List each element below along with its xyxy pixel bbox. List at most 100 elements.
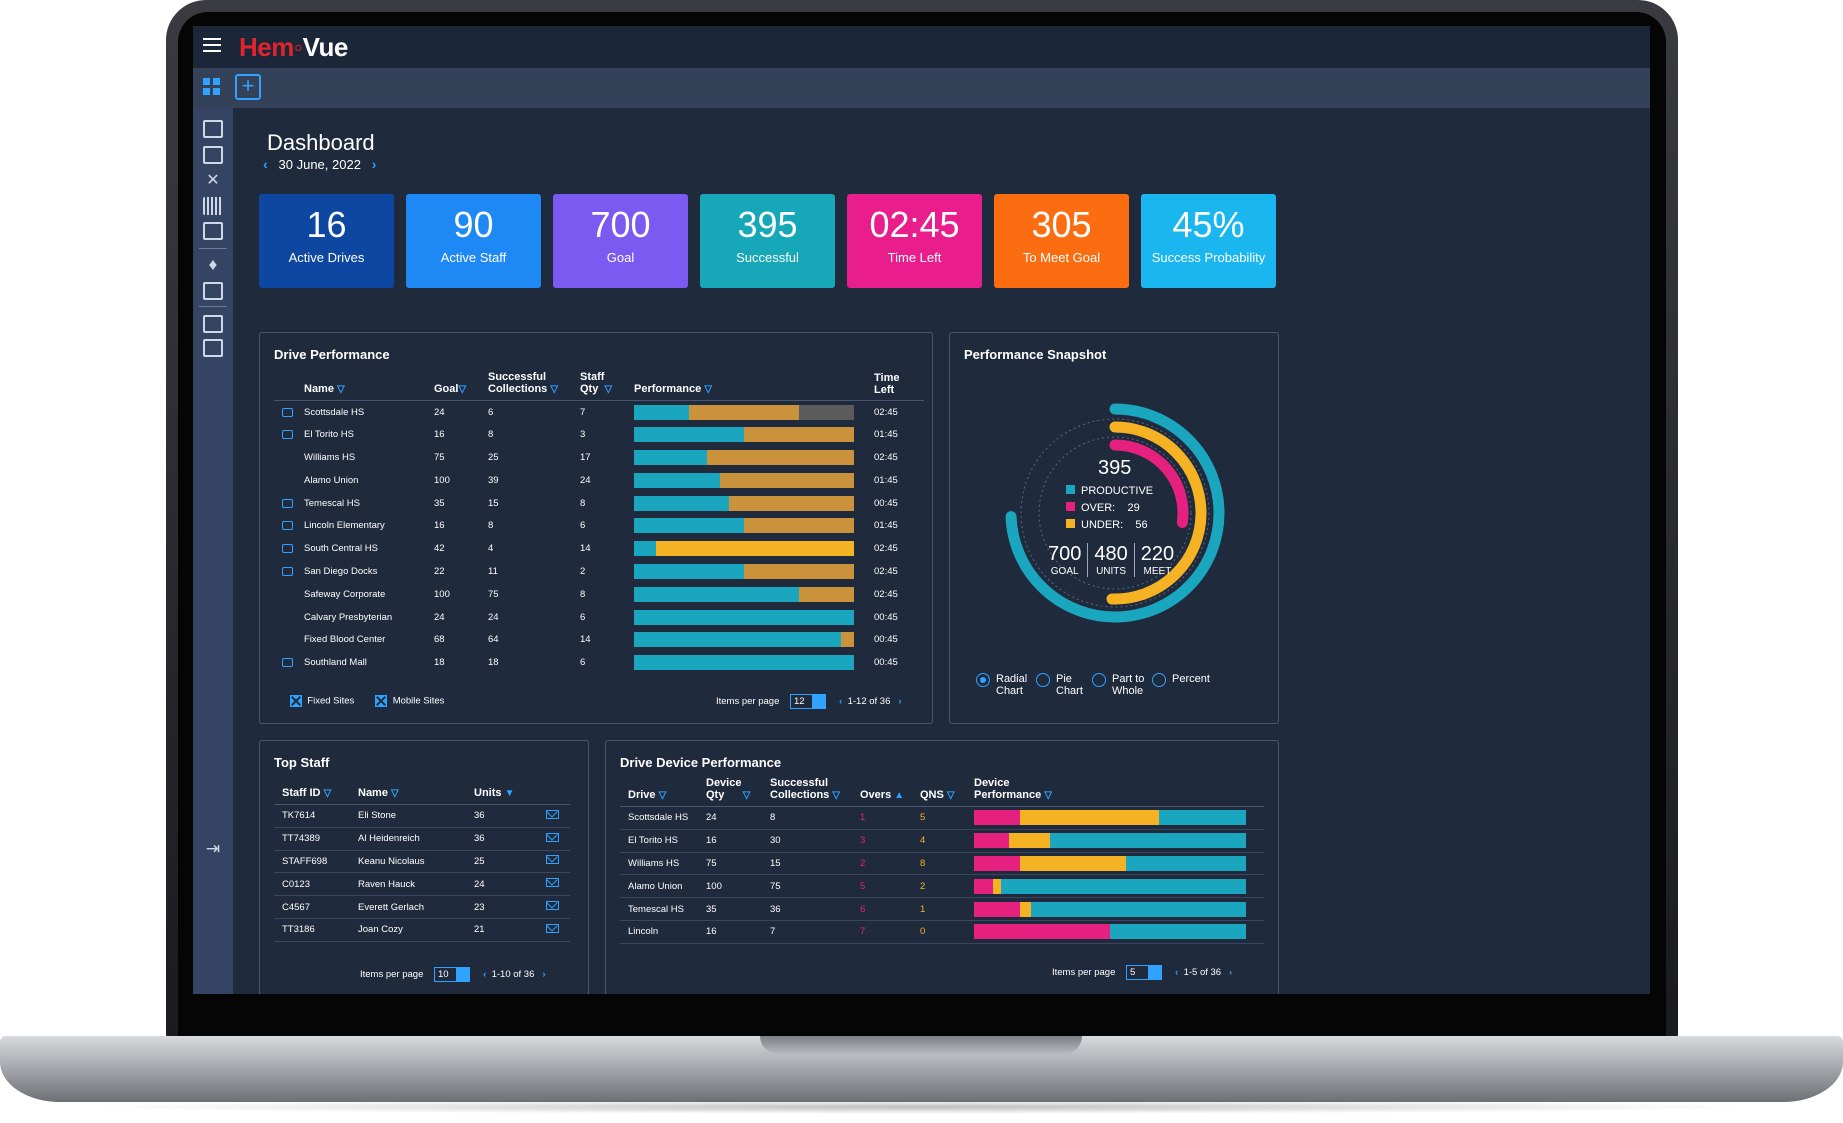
next-page-icon[interactable]: › [898,696,902,708]
fixed-sites-checkbox[interactable] [290,695,302,707]
email-icon[interactable] [545,809,559,819]
drive-time-left: 02:45 [874,406,898,418]
col-device-performance[interactable]: Device Performance ▽ [974,777,1264,807]
monitor-icon[interactable] [203,120,223,138]
bar-overs [974,901,1021,917]
table-row[interactable]: Alamo Union 100 75 5 2 [620,874,1264,899]
table-row[interactable]: Alamo Union 100 39 24 01:45 [274,469,924,492]
drive-collections: 4 [488,543,494,555]
hamburger-menu-icon[interactable] [203,38,221,52]
clipboard-icon[interactable] [203,222,223,240]
tools-icon[interactable]: ✕ [206,172,220,189]
table-row[interactable]: El Torito HS 16 8 3 01:45 [274,423,924,446]
table-row[interactable]: Williams HS 75 25 17 02:45 [274,446,924,469]
table-row[interactable]: Lincoln 16 7 7 0 [620,920,1264,944]
kpi-label: Active Staff [440,250,507,265]
donor-card-icon[interactable] [203,315,223,333]
col-staff-id[interactable]: Staff ID ▽ [274,787,358,805]
email-icon[interactable] [545,832,559,842]
chart-type-option[interactable]: Part to Whole [1092,673,1144,697]
drive-collections: 24 [488,611,499,623]
col-performance[interactable]: Performance ▽ [634,371,874,401]
kpi-card[interactable]: 90 Active Staff [406,194,541,288]
col-qns[interactable]: QNS ▽ [920,777,974,807]
filter-icon: ▽ [1044,790,1053,801]
kpi-card[interactable]: 02:45 Time Left [847,194,982,288]
dashboard-grid-icon[interactable] [203,78,220,95]
email-icon[interactable] [545,923,559,933]
table-row[interactable]: C0123 Raven Hauck 24 [274,872,570,897]
kpi-card[interactable]: 16 Active Drives [259,194,394,288]
legend-swatch [1066,502,1075,511]
items-per-page-select[interactable]: 12 [789,694,826,709]
kpi-card[interactable]: 395 Successful [700,194,835,288]
prev-page-icon[interactable]: ‹ [1175,967,1179,979]
add-tab-button[interactable]: + [235,74,261,100]
chart-type-option[interactable]: Pie Chart [1036,673,1083,697]
drive-staff-qty: 6 [580,657,586,669]
items-per-page-select[interactable]: 10 [433,967,470,982]
col-device-qty[interactable]: Device Qty ▽ [706,777,770,807]
col-time-left[interactable]: Time Left [874,371,924,401]
kpi-card[interactable]: 305 To Meet Goal [994,194,1129,288]
barcode-icon[interactable] [203,197,223,215]
col-staff-qty[interactable]: Staff Qty ▽ [580,371,634,401]
table-row[interactable]: Scottsdale HS 24 6 7 02:45 [274,401,924,424]
table-row[interactable]: Calvary Presbyterian 24 24 6 00:45 [274,606,924,629]
logout-icon[interactable]: ⇥ [205,839,221,858]
email-icon[interactable] [545,878,559,888]
user-profile-icon[interactable] [203,339,223,357]
table-row[interactable]: Scottsdale HS 24 8 1 5 [620,806,1264,830]
blood-drop-icon[interactable]: ♦ [208,255,218,274]
staff-name: Eli Stone [358,804,474,828]
mobile-sites-checkbox[interactable] [375,695,388,707]
drive-goal: 24 [434,611,445,623]
prev-page-icon[interactable]: ‹ [839,696,843,708]
chart-type-option[interactable]: Percent [1152,673,1210,687]
chart-type-option[interactable]: Radial Chart [976,673,1027,697]
col-name[interactable]: Name ▽ [304,371,434,401]
next-page-icon[interactable]: › [1229,967,1233,979]
kpi-card[interactable]: 45% Success Probability [1141,194,1276,288]
date-navigator: ‹ 30 June, 2022 › [263,156,376,172]
next-date-icon[interactable]: › [371,156,377,172]
table-row[interactable]: Fixed Blood Center 68 64 14 00:45 [274,628,924,651]
table-row[interactable]: C4567 Everett Gerlach 23 [274,895,570,919]
legend-swatch [1066,485,1075,494]
email-icon[interactable] [545,901,559,911]
table-row[interactable]: TK7614 Eli Stone 36 [274,804,570,828]
id-badge-icon[interactable] [203,282,223,300]
table-row[interactable]: Lincoln Elementary 16 8 6 01:45 [274,514,924,537]
email-icon[interactable] [545,855,559,865]
table-row[interactable]: South Central HS 42 4 14 02:45 [274,537,924,560]
prev-date-icon[interactable]: ‹ [263,156,268,172]
col-drive[interactable]: Drive ▽ [620,777,706,807]
device-qty: 100 [706,874,770,899]
col-staff-name[interactable]: Name ▽ [358,787,474,805]
table-row[interactable]: El Torito HS 16 30 3 4 [620,829,1264,853]
table-row[interactable]: STAFF698 Keanu Nicolaus 25 [274,850,570,874]
table-row[interactable]: Temescal HS 35 36 6 1 [620,897,1264,921]
col-overs[interactable]: Overs ▲ [860,777,920,807]
col-units[interactable]: Units ▼ [474,787,534,805]
table-row[interactable]: Williams HS 75 15 2 8 [620,852,1264,876]
table-row[interactable]: San Diego Docks 22 11 2 02:45 [274,560,924,583]
kpi-card[interactable]: 700 Goal [553,194,688,288]
transfer-icon[interactable] [203,146,223,164]
under-arc [1106,421,1207,605]
drive-name: Calvary Presbyterian [304,611,393,623]
bar-overs [974,878,994,894]
items-per-page-select[interactable]: 5 [1125,965,1162,980]
prev-page-icon[interactable]: ‹ [483,969,487,981]
table-row[interactable]: Southland Mall 18 18 6 00:45 [274,651,924,674]
col-successful[interactable]: Successful Collections ▽ [770,777,860,807]
table-row[interactable]: Safeway Corporate 100 75 8 02:45 [274,583,924,606]
device-performance-bar [974,852,1264,876]
table-row[interactable]: TT3186 Joan Cozy 21 [274,918,570,942]
col-goal[interactable]: Goal▽ [434,371,488,401]
panel-title: Drive Device Performance [620,755,782,770]
col-successful[interactable]: Successful Collections ▽ [488,371,580,401]
next-page-icon[interactable]: › [542,969,546,981]
table-row[interactable]: TT74389 Al Heidenreich 36 [274,827,570,851]
table-row[interactable]: Temescal HS 35 15 8 00:45 [274,492,924,515]
